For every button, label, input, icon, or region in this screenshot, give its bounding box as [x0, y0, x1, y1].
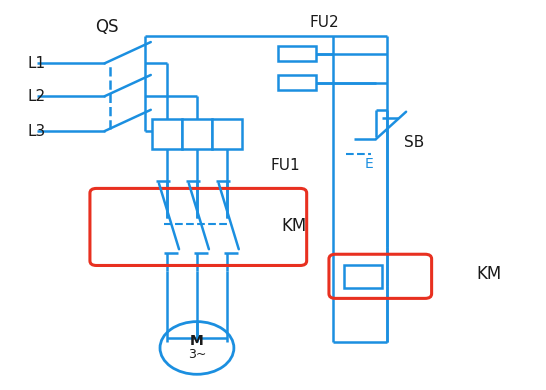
- Text: E: E: [365, 157, 373, 171]
- Text: SB: SB: [404, 135, 424, 150]
- Text: QS: QS: [96, 18, 119, 35]
- Bar: [278, 75, 317, 90]
- Text: KM: KM: [477, 265, 502, 284]
- Text: FU2: FU2: [310, 15, 340, 30]
- Text: L1: L1: [27, 56, 45, 71]
- Bar: [278, 46, 317, 61]
- Bar: [182, 119, 212, 149]
- Text: KM: KM: [281, 217, 306, 235]
- Text: 3~: 3~: [188, 348, 206, 362]
- Text: FU1: FU1: [270, 158, 300, 174]
- Text: L3: L3: [27, 124, 46, 138]
- Bar: [343, 265, 382, 288]
- Bar: [212, 119, 242, 149]
- Bar: [152, 119, 182, 149]
- Text: M: M: [190, 334, 204, 348]
- Text: L2: L2: [27, 89, 45, 104]
